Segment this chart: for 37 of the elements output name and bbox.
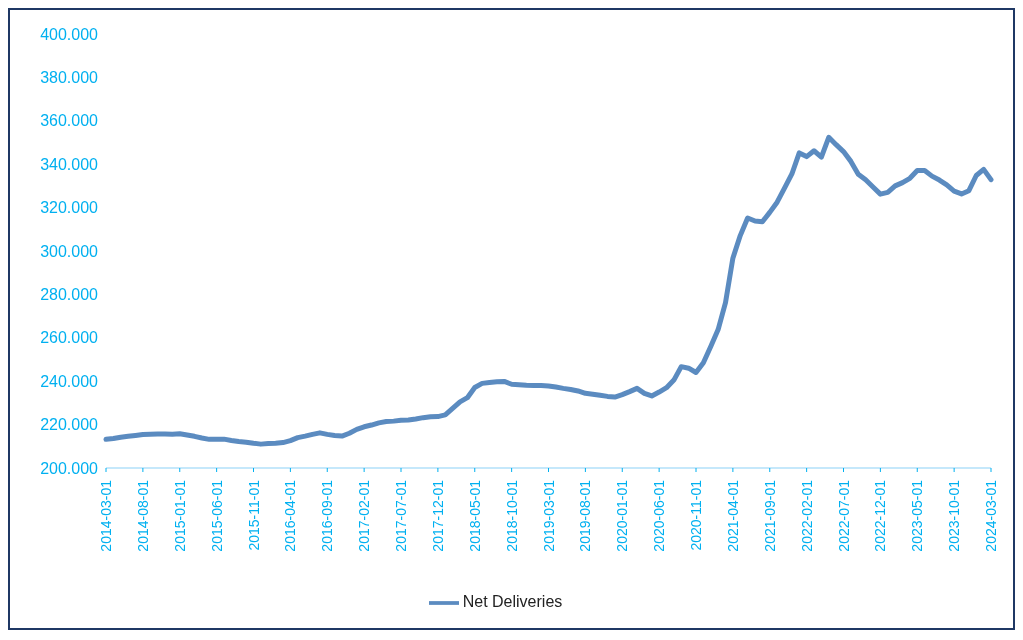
x-tick-label: 2020-11-01 <box>688 479 704 551</box>
y-tick-label: 320.000 <box>40 199 99 217</box>
x-tick-label: 2018-10-01 <box>503 479 520 552</box>
x-tick-label: 2020-01-01 <box>614 479 631 552</box>
y-tick-label: 400.000 <box>40 25 99 43</box>
x-tick-label: 2015-06-01 <box>208 479 225 552</box>
x-tick-label: 2017-07-01 <box>393 479 409 552</box>
x-tick-label: 2021-04-01 <box>724 479 741 552</box>
x-tick-label: 2023-10-01 <box>946 479 963 552</box>
x-tick-label: 2022-07-01 <box>835 479 852 552</box>
x-tick-label: 2023-05-01 <box>909 479 926 552</box>
x-tick-label: 2014-08-01 <box>134 479 151 552</box>
legend-label: Net Deliveries <box>462 593 563 611</box>
y-tick-label: 340.000 <box>40 155 99 173</box>
y-tick-label: 260.000 <box>40 329 99 347</box>
x-tick-label: 2024-03-01 <box>983 479 999 552</box>
y-tick-label: 300.000 <box>40 242 99 260</box>
y-tick-label: 220.000 <box>40 416 99 434</box>
x-tick-label: 2017-02-01 <box>356 479 373 552</box>
x-tick-label: 2015-11-01 <box>245 479 262 551</box>
x-tick-label: 2022-12-01 <box>872 479 889 552</box>
x-tick-label: 2018-05-01 <box>466 479 483 552</box>
x-tick-label: 2016-09-01 <box>319 479 336 552</box>
y-tick-label: 360.000 <box>40 112 99 130</box>
y-tick-label: 240.000 <box>40 372 99 390</box>
x-tick-label: 2015-01-01 <box>171 479 188 552</box>
x-tick-label: 2016-04-01 <box>282 479 299 552</box>
x-tick-label: 2022-02-01 <box>798 479 815 552</box>
x-tick-label: 2019-03-01 <box>540 479 557 552</box>
y-tick-label: 280.000 <box>40 286 99 304</box>
x-tick-label: 2020-06-01 <box>651 479 668 552</box>
y-tick-label: 200.000 <box>40 459 99 477</box>
x-tick-label: 2019-08-01 <box>577 479 594 552</box>
x-tick-label: 2014-03-01 <box>98 479 114 552</box>
y-tick-label: 380.000 <box>40 69 99 87</box>
x-tick-label: 2017-12-01 <box>429 479 446 552</box>
x-tick-label: 2021-09-01 <box>761 479 778 552</box>
